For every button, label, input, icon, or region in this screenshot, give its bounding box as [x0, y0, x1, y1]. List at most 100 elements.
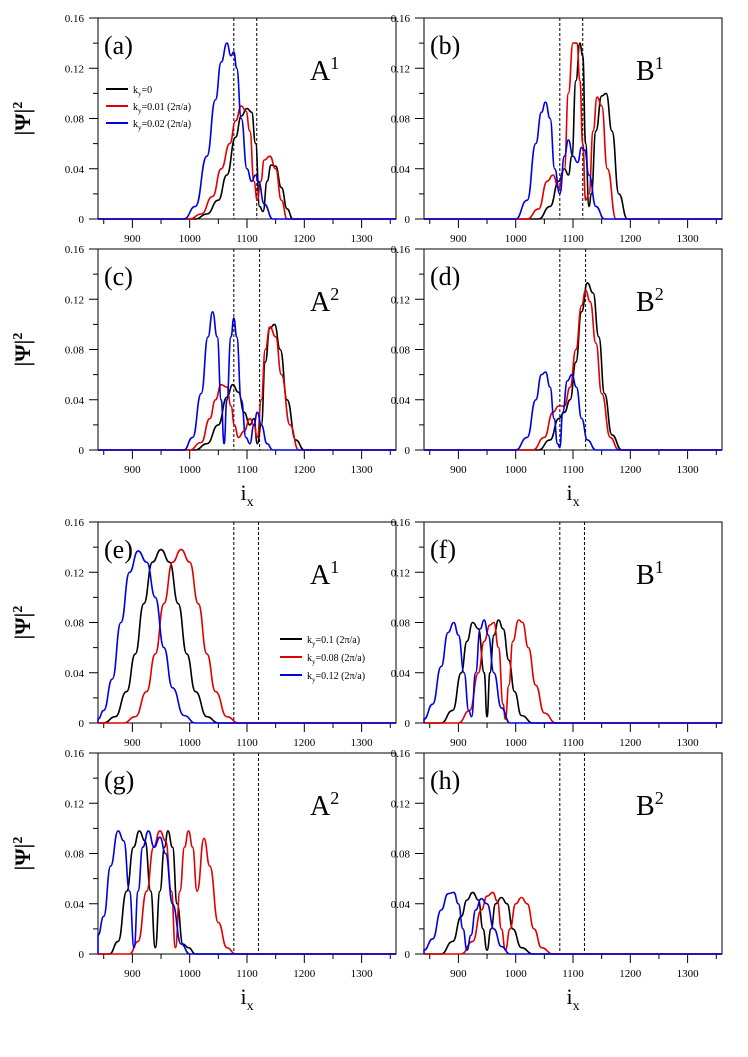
y-tick-label: 0.08 — [65, 849, 85, 861]
x-tick-label: 1300 — [677, 968, 700, 980]
x-tick-label: 1000 — [179, 968, 202, 980]
y-tick-label: 0.12 — [65, 567, 84, 579]
y-tick-label: 0 — [405, 214, 411, 226]
legend-entry: ky=0.02 (2π/a) — [133, 119, 191, 132]
x-tick-label: 900 — [124, 233, 141, 245]
x-axis-label: ix — [240, 984, 253, 1014]
x-tick-label: 1100 — [562, 737, 584, 749]
y-tick-label: 0.04 — [65, 395, 85, 407]
x-tick-label: 1000 — [179, 233, 202, 245]
y-tick-label: 0.08 — [391, 849, 411, 861]
x-axis-label: ix — [240, 480, 253, 510]
plot-frame — [97, 521, 397, 724]
x-tick-label: 1300 — [677, 233, 700, 245]
y-tick-label: 0.12 — [391, 63, 410, 75]
y-tick-label: 0.12 — [65, 798, 84, 810]
series-line-0 — [98, 548, 396, 724]
x-axis-label: ix — [566, 984, 579, 1014]
y-tick-label: 0.08 — [391, 114, 411, 126]
series-line-0 — [424, 282, 722, 451]
x-tick-label: 1200 — [293, 737, 316, 749]
y-tick-label: 0.08 — [391, 345, 411, 357]
x-tick-label: 1200 — [619, 737, 642, 749]
panel-label: (f) — [430, 535, 456, 564]
y-tick-label: 0.16 — [65, 244, 85, 256]
y-axis-label: |Ψ|2 — [10, 606, 35, 640]
y-tick-label: 0.04 — [65, 668, 85, 680]
x-tick-label: 1300 — [351, 464, 374, 476]
series-line-2 — [97, 550, 396, 724]
x-tick-label: 1200 — [293, 464, 316, 476]
series-line-0 — [98, 107, 396, 220]
series-line-1 — [98, 548, 396, 724]
plot-frame — [97, 752, 397, 955]
orbital-label: B1 — [636, 53, 664, 87]
x-tick-label: 900 — [124, 464, 141, 476]
x-tick-label: 900 — [450, 968, 467, 980]
x-tick-label: 1100 — [562, 233, 584, 245]
y-tick-label: 0.16 — [391, 748, 411, 760]
x-tick-label: 1300 — [677, 464, 700, 476]
y-tick-label: 0.04 — [65, 899, 85, 911]
y-tick-label: 0.04 — [391, 899, 411, 911]
series-line-1 — [98, 830, 396, 955]
x-tick-label: 1000 — [505, 233, 528, 245]
y-tick-label: 0.16 — [391, 244, 411, 256]
orbital-label: A1 — [310, 53, 339, 87]
x-tick-label: 1200 — [293, 968, 316, 980]
y-tick-label: 0.12 — [391, 798, 410, 810]
y-tick-label: 0.08 — [65, 114, 85, 126]
series-line-2 — [98, 42, 396, 220]
y-tick-label: 0.16 — [65, 517, 85, 529]
legend-entry: ky=0.1 (2π/a) — [307, 635, 360, 648]
y-tick-label: 0.08 — [65, 345, 85, 357]
y-tick-label: 0 — [405, 718, 411, 730]
x-tick-label: 1000 — [505, 968, 528, 980]
x-tick-label: 1000 — [179, 737, 202, 749]
legend: ky=0.1 (2π/a) ky=0.08 (2π/a) ky=0.12 (2π/a… — [280, 635, 365, 684]
x-tick-label: 1100 — [562, 464, 584, 476]
x-tick-label: 1100 — [562, 968, 584, 980]
x-tick-label: 1200 — [619, 968, 642, 980]
y-tick-label: 0 — [79, 949, 85, 961]
series-line-2 — [97, 830, 396, 955]
x-tick-label: 1200 — [619, 233, 642, 245]
x-axis-label: ix — [566, 480, 579, 510]
series-line-1 — [424, 619, 722, 724]
panel-c: 900 1000 1100 1200 1300 0 0.04 0.08 0.12 0.16 (c) A… — [10, 244, 397, 510]
y-tick-label: 0.16 — [391, 13, 411, 25]
y-tick-label: 0.16 — [65, 13, 85, 25]
y-tick-label: 0.16 — [391, 517, 411, 529]
y-tick-label: 0.12 — [65, 294, 84, 306]
panel-label: (g) — [104, 766, 134, 795]
series-line-0 — [98, 323, 396, 451]
x-tick-label: 1200 — [293, 233, 316, 245]
legend-entry: ky=0.01 (2π/a) — [133, 102, 191, 115]
plot-frame — [423, 752, 723, 955]
y-tick-label: 0 — [405, 949, 411, 961]
plot-frame — [423, 248, 723, 451]
panel-e: 900 1000 1100 1200 1300 0 0.04 0.08 0.12 0.16 (e) A… — [10, 517, 397, 749]
series-line-1 — [98, 326, 396, 451]
panel-label: (b) — [430, 31, 460, 60]
panel-d: 900 1000 1100 1200 1300 0 0.04 0.08 0.12 0.16 (d) B… — [391, 244, 723, 510]
series-line-2 — [423, 619, 722, 724]
x-tick-label: 900 — [450, 737, 467, 749]
legend-entry: ky=0.08 (2π/a) — [307, 653, 365, 666]
series-line-1 — [98, 105, 396, 220]
legend: ky=0 ky=0.01 (2π/a) ky=0.02 (2π/a) — [106, 85, 191, 132]
y-tick-label: 0 — [405, 445, 411, 457]
series-line-2 — [423, 891, 722, 955]
panel-h: 900 1000 1100 1200 1300 0 0.04 0.08 0.12 0.16 (h) B… — [391, 748, 723, 1014]
orbital-label: A1 — [310, 557, 339, 591]
y-tick-label: 0.08 — [65, 618, 85, 630]
panel-label: (a) — [104, 31, 133, 60]
y-tick-label: 0.12 — [65, 63, 84, 75]
x-tick-label: 1100 — [236, 233, 258, 245]
y-tick-label: 0.04 — [65, 164, 85, 176]
x-tick-label: 900 — [124, 968, 141, 980]
x-tick-label: 900 — [450, 464, 467, 476]
orbital-label: B2 — [636, 284, 664, 318]
series-line-0 — [98, 830, 396, 955]
